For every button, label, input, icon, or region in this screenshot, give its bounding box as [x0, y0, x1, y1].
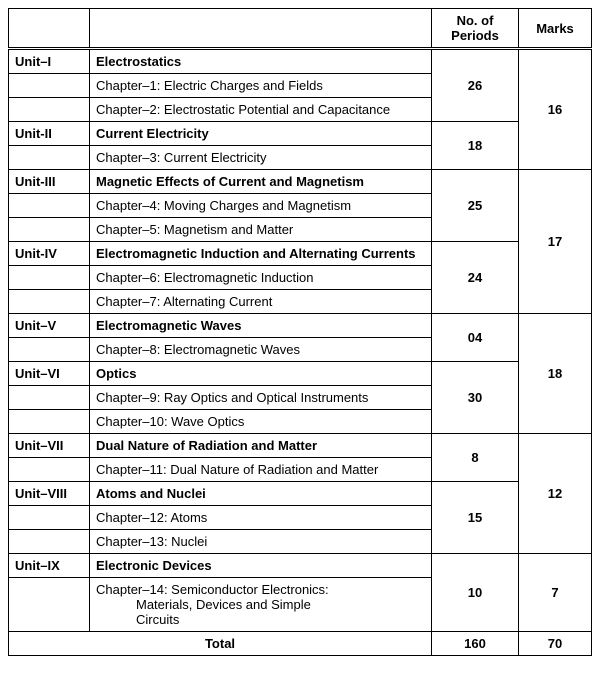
header-topic-blank	[90, 9, 432, 49]
header-periods: No. of Periods	[432, 9, 519, 49]
unit-periods-5: 04	[432, 314, 519, 362]
unit-title-7: Dual Nature of Radiation and Matter	[90, 434, 432, 458]
chapter-14-line1: Chapter–14: Semiconductor Electronics:	[96, 582, 425, 597]
blank-cell	[9, 386, 90, 410]
unit-title-8: Atoms and Nuclei	[90, 482, 432, 506]
unit-title-1: Electrostatics	[90, 49, 432, 74]
marks-group-4: 12	[519, 434, 592, 554]
chapter-14: Chapter–14: Semiconductor Electronics: M…	[90, 578, 432, 632]
chapter-14-line2: Materials, Devices and Simple	[96, 597, 425, 612]
unit-title-9: Electronic Devices	[90, 554, 432, 578]
blank-cell	[9, 194, 90, 218]
unit-id-1: Unit–I	[9, 49, 90, 74]
blank-cell	[9, 290, 90, 314]
chapter-2: Chapter–2: Electrostatic Potential and C…	[90, 98, 432, 122]
marks-group-5: 7	[519, 554, 592, 632]
header-unit-blank	[9, 9, 90, 49]
header-marks: Marks	[519, 9, 592, 49]
unit-periods-7: 8	[432, 434, 519, 482]
unit-periods-2: 18	[432, 122, 519, 170]
unit-title-5: Electromagnetic Waves	[90, 314, 432, 338]
chapter-8: Chapter–8: Electromagnetic Waves	[90, 338, 432, 362]
unit-id-5: Unit–V	[9, 314, 90, 338]
blank-cell	[9, 146, 90, 170]
unit-periods-6: 30	[432, 362, 519, 434]
unit-periods-1: 26	[432, 49, 519, 122]
marks-group-1: 16	[519, 49, 592, 170]
unit-id-4: Unit-IV	[9, 242, 90, 266]
marks-group-2: 17	[519, 170, 592, 314]
blank-cell	[9, 98, 90, 122]
blank-cell	[9, 266, 90, 290]
chapter-5: Chapter–5: Magnetism and Matter	[90, 218, 432, 242]
unit-periods-4: 24	[432, 242, 519, 314]
unit-title-4: Electromagnetic Induction and Alternatin…	[90, 242, 432, 266]
chapter-12: Chapter–12: Atoms	[90, 506, 432, 530]
unit-title-6: Optics	[90, 362, 432, 386]
chapter-14-line3: Circuits	[96, 612, 425, 627]
blank-cell	[9, 458, 90, 482]
unit-periods-8: 15	[432, 482, 519, 554]
blank-cell	[9, 410, 90, 434]
chapter-3: Chapter–3: Current Electricity	[90, 146, 432, 170]
unit-title-3: Magnetic Effects of Current and Magnetis…	[90, 170, 432, 194]
blank-cell	[9, 218, 90, 242]
unit-id-2: Unit-II	[9, 122, 90, 146]
unit-id-6: Unit–VI	[9, 362, 90, 386]
total-marks: 70	[519, 632, 592, 656]
unit-periods-3: 25	[432, 170, 519, 242]
blank-cell	[9, 74, 90, 98]
syllabus-table: No. of Periods Marks Unit–I Electrostati…	[8, 8, 592, 656]
chapter-11: Chapter–11: Dual Nature of Radiation and…	[90, 458, 432, 482]
total-periods: 160	[432, 632, 519, 656]
chapter-4: Chapter–4: Moving Charges and Magnetism	[90, 194, 432, 218]
blank-cell	[9, 578, 90, 632]
blank-cell	[9, 506, 90, 530]
unit-id-9: Unit–IX	[9, 554, 90, 578]
chapter-10: Chapter–10: Wave Optics	[90, 410, 432, 434]
unit-id-7: Unit–VII	[9, 434, 90, 458]
total-label: Total	[9, 632, 432, 656]
unit-id-8: Unit–VIII	[9, 482, 90, 506]
unit-id-3: Unit-III	[9, 170, 90, 194]
chapter-13: Chapter–13: Nuclei	[90, 530, 432, 554]
chapter-1: Chapter–1: Electric Charges and Fields	[90, 74, 432, 98]
chapter-6: Chapter–6: Electromagnetic Induction	[90, 266, 432, 290]
chapter-7: Chapter–7: Alternating Current	[90, 290, 432, 314]
blank-cell	[9, 530, 90, 554]
unit-periods-9: 10	[432, 554, 519, 632]
chapter-9: Chapter–9: Ray Optics and Optical Instru…	[90, 386, 432, 410]
unit-title-2: Current Electricity	[90, 122, 432, 146]
blank-cell	[9, 338, 90, 362]
marks-group-3: 18	[519, 314, 592, 434]
